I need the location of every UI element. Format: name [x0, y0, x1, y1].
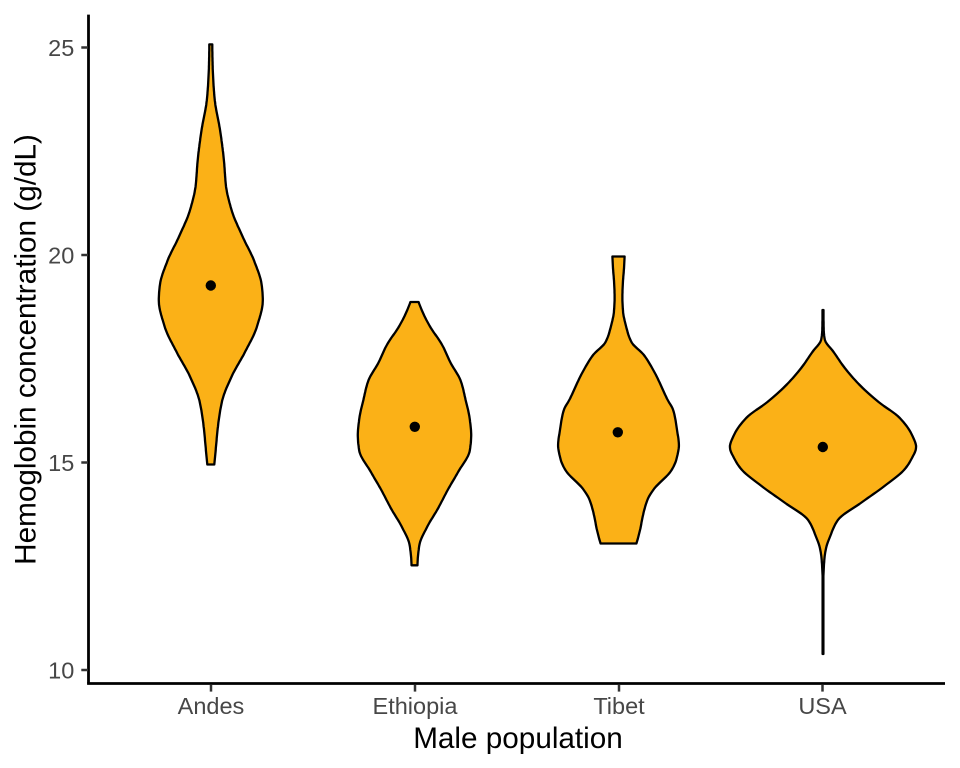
svg-text:10: 10: [48, 657, 74, 683]
svg-text:Tibet: Tibet: [593, 693, 645, 719]
svg-text:15: 15: [48, 450, 74, 476]
svg-text:Hemoglobin concentration (g/dL: Hemoglobin concentration (g/dL): [10, 134, 43, 565]
svg-text:USA: USA: [798, 693, 847, 719]
svg-text:Ethiopia: Ethiopia: [373, 693, 459, 719]
svg-text:20: 20: [48, 242, 74, 268]
svg-text:Male population: Male population: [413, 722, 623, 755]
svg-text:25: 25: [48, 35, 74, 61]
svg-text:Andes: Andes: [178, 693, 245, 719]
